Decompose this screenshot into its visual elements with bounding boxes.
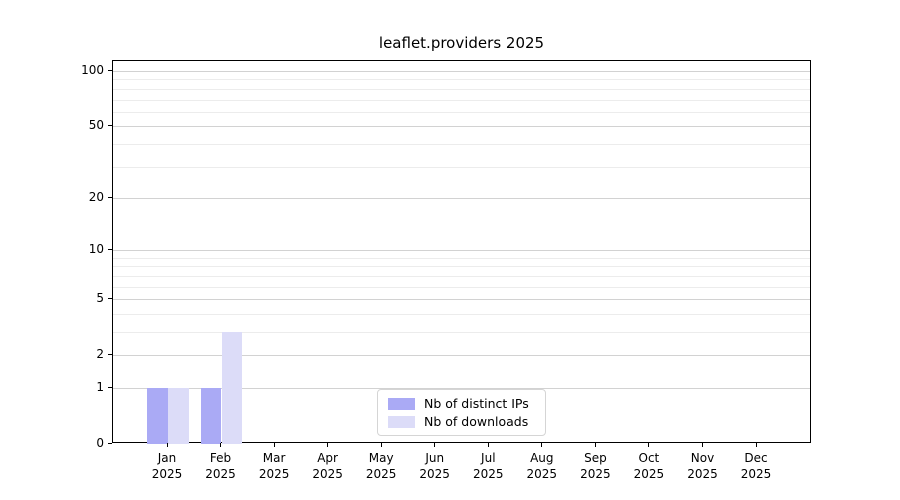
legend: Nb of distinct IPs Nb of downloads <box>377 389 546 436</box>
x-tick-label-jan: Jan 2025 <box>151 451 183 481</box>
chart-title: leaflet.providers 2025 <box>378 34 545 52</box>
plot-area <box>112 60 811 444</box>
minor-gridline-40 <box>113 143 810 145</box>
minor-gridline-30 <box>113 166 810 168</box>
x-tick-label-may: May 2025 <box>365 451 397 481</box>
x-tick-dec <box>755 443 757 447</box>
x-tick-nov <box>702 443 703 447</box>
x-tick-aug <box>541 443 543 447</box>
x-tick-label-jun: Jun 2025 <box>419 451 450 481</box>
bar-distinct-ips-jan <box>147 388 168 444</box>
minor-gridline-9 <box>113 257 810 259</box>
major-gridline-10 <box>113 250 810 252</box>
major-gridline-1 <box>113 388 810 389</box>
bar-downloads-jan <box>168 388 189 444</box>
y-tick-label-50: 50 <box>88 118 104 133</box>
x-tick-label-feb: Feb 2025 <box>205 451 236 481</box>
y-tick-20 <box>108 196 112 198</box>
y-tick-10 <box>108 249 112 251</box>
x-tick-label-sep: Sep 2025 <box>580 451 611 481</box>
x-tick-jun <box>434 443 436 447</box>
x-tick-label-nov: Nov 2025 <box>687 451 718 481</box>
x-tick-label-mar: Mar 2025 <box>258 451 290 481</box>
legend-swatch-distinct-ips <box>388 397 415 410</box>
legend-label-distinct-ips: Nb of distinct IPs <box>424 395 529 411</box>
minor-gridline-60 <box>113 111 810 113</box>
minor-gridline-6 <box>113 286 810 288</box>
bar-distinct-ips-feb <box>200 388 222 444</box>
legend-row-downloads: Nb of downloads <box>388 413 537 429</box>
y-tick-50 <box>108 125 112 127</box>
legend-label-downloads: Nb of downloads <box>424 413 529 429</box>
x-tick-label-aug: Aug 2025 <box>526 451 558 481</box>
minor-gridline-4 <box>113 313 810 315</box>
x-tick-label-oct: Oct 2025 <box>633 451 665 481</box>
minor-gridline-7 <box>113 275 810 277</box>
minor-gridline-8 <box>113 266 810 268</box>
x-tick-jan <box>166 443 168 447</box>
minor-gridline-80 <box>113 88 810 90</box>
y-tick-2 <box>108 354 112 356</box>
bar-downloads-feb <box>221 332 243 444</box>
x-tick-jul <box>487 443 489 447</box>
y-tick-100 <box>108 70 112 71</box>
legend-swatch-downloads <box>388 415 415 428</box>
minor-gridline-90 <box>113 79 810 81</box>
y-tick-5 <box>108 298 112 300</box>
y-tick-label-0: 0 <box>96 436 104 450</box>
major-gridline-100 <box>113 71 810 72</box>
y-tick-1 <box>108 387 112 388</box>
y-tick-label-1: 1 <box>96 380 104 394</box>
x-tick-sep <box>594 443 596 447</box>
x-tick-apr <box>327 443 329 447</box>
x-tick-may <box>380 443 382 447</box>
y-tick-label-5: 5 <box>96 291 104 306</box>
y-tick-label-100: 100 <box>81 63 104 77</box>
y-tick-label-2: 2 <box>96 347 104 362</box>
x-tick-feb <box>220 443 221 447</box>
y-tick-0 <box>108 443 112 444</box>
minor-gridline-70 <box>113 99 810 101</box>
y-tick-label-10: 10 <box>88 242 104 257</box>
y-tick-label-20: 20 <box>88 189 104 204</box>
minor-gridline-3 <box>113 332 810 333</box>
legend-row-distinct-ips: Nb of distinct IPs <box>388 395 537 411</box>
x-tick-oct <box>648 443 650 447</box>
x-tick-label-apr: Apr 2025 <box>312 451 343 481</box>
major-gridline-5 <box>113 299 810 301</box>
major-gridline-2 <box>113 355 810 357</box>
x-tick-label-dec: Dec 2025 <box>740 451 772 481</box>
x-tick-label-jul: Jul 2025 <box>473 451 504 481</box>
x-tick-mar <box>273 443 275 447</box>
major-gridline-20 <box>113 197 810 199</box>
major-gridline-50 <box>113 126 810 128</box>
